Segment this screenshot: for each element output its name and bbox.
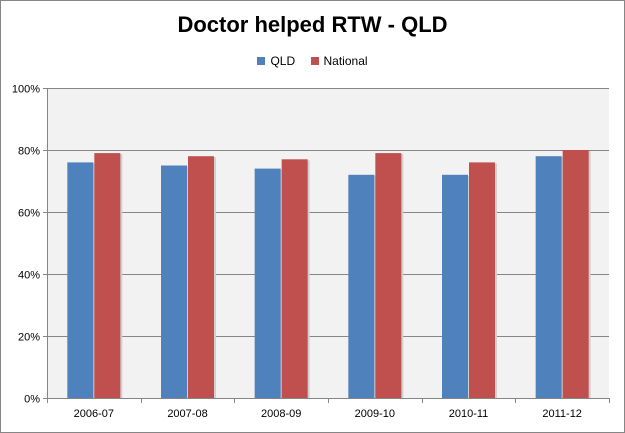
y-tick-label: 20%	[18, 332, 40, 344]
y-tick-label: 80%	[18, 146, 40, 158]
legend-swatch-national	[310, 57, 319, 65]
legend-swatch-qld	[257, 57, 266, 65]
x-tick-label: 2011-12	[542, 408, 582, 420]
bar-qld-2011-12	[535, 156, 562, 398]
x-tick-label: 2008-09	[261, 408, 301, 420]
bar-national-2010-11	[469, 162, 495, 398]
bar-qld-2009-10	[348, 174, 375, 398]
bar-national-2009-10	[375, 153, 402, 398]
legend-label-qld: QLD	[270, 54, 296, 68]
y-tick-label: 60%	[18, 208, 40, 220]
y-tick-label: 40%	[18, 270, 40, 282]
bar-national-2006-07	[94, 153, 121, 398]
x-tick-label: 2010-11	[449, 408, 489, 420]
bar-qld-2007-08	[161, 165, 187, 398]
legend-label-national: National	[323, 54, 368, 68]
x-tick-label: 2006-07	[74, 408, 114, 420]
bar-qld-2006-07	[67, 162, 94, 398]
bar-national-2011-12	[562, 150, 589, 398]
legend-item-national: National	[310, 54, 368, 68]
bar-national-2008-09	[281, 159, 308, 398]
chart-title: Doctor helped RTW - QLD	[177, 12, 448, 37]
x-tick-label: 2009-10	[355, 408, 395, 420]
plot-background	[47, 88, 609, 398]
bar-qld-2010-11	[442, 174, 468, 398]
legend: QLD National	[0, 54, 625, 68]
bar-national-2007-08	[188, 156, 214, 398]
y-tick-label: 100%	[12, 84, 40, 96]
x-tick-label: 2007-08	[167, 408, 207, 420]
y-tick-label: 0%	[24, 394, 40, 406]
bar-qld-2008-09	[254, 168, 281, 398]
legend-item-qld: QLD	[257, 54, 295, 68]
